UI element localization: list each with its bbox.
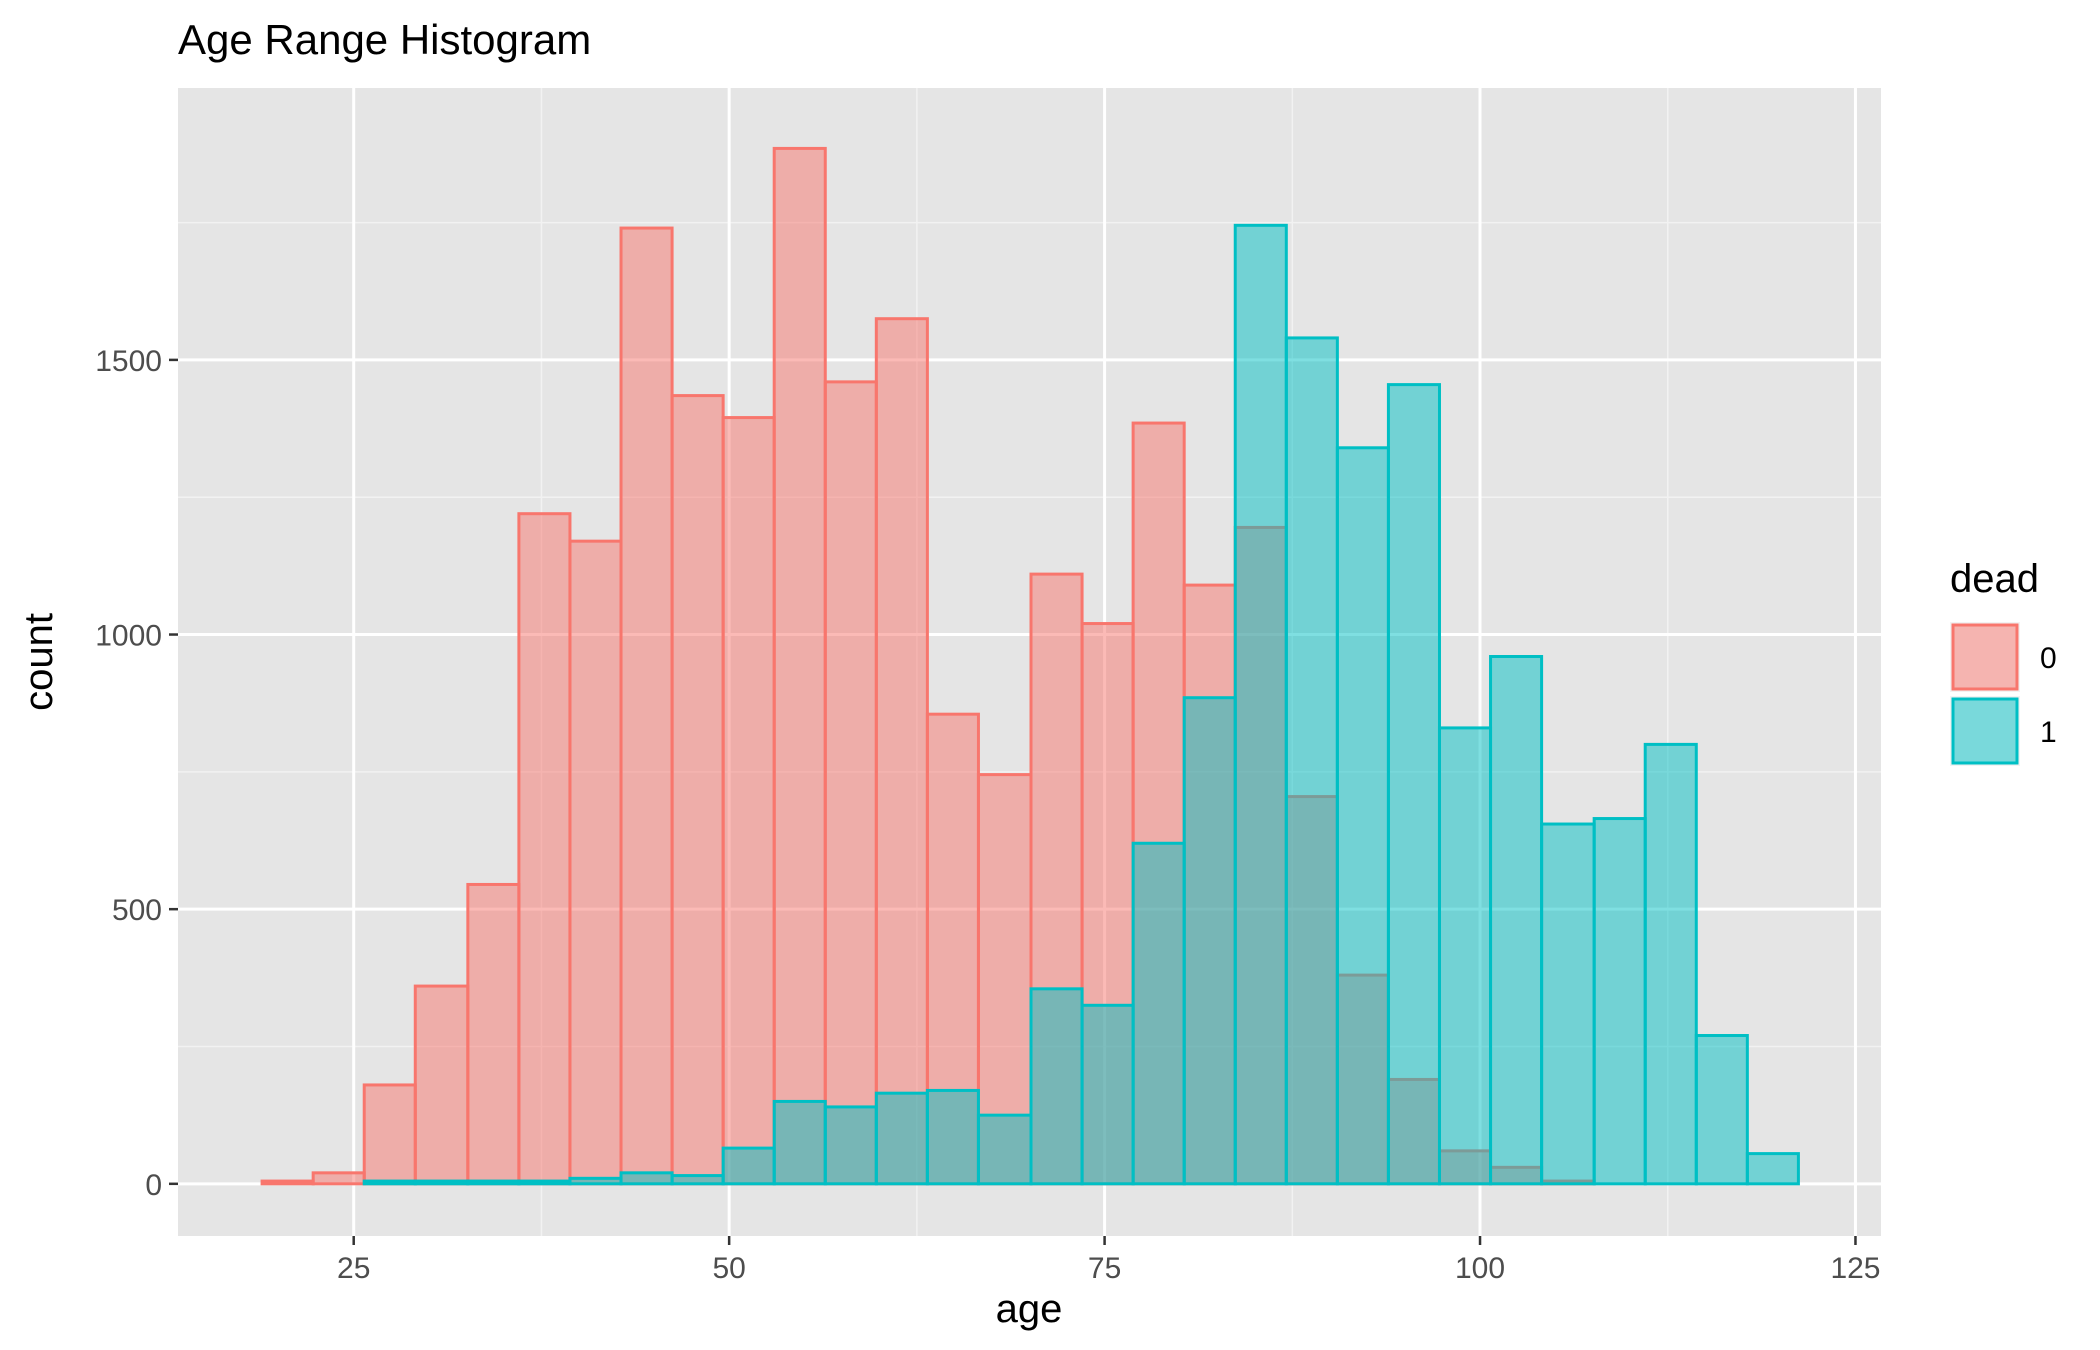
legend-title: dead: [1950, 557, 2039, 601]
bar-series-1-bin-23: [1437, 726, 1493, 1186]
bar-series-1-bin-26: [1592, 817, 1647, 1186]
bar-series-1-bin-14: [976, 1113, 1033, 1186]
bar-series-0-bin-6: [568, 539, 623, 1186]
y-tick-label: 0: [145, 1169, 162, 1202]
x-axis-title: age: [996, 1287, 1063, 1331]
x-tick-label: 75: [1088, 1252, 1121, 1285]
bar-series-1-bin-29: [1745, 1152, 1800, 1186]
bar-series-1-bin-12: [874, 1091, 929, 1186]
bar-series-1-bin-28: [1694, 1034, 1749, 1186]
legend-label-0: 0: [2040, 642, 2057, 675]
bar-series-0-bin-3: [413, 984, 470, 1186]
bar-series-0-bin-11: [823, 380, 878, 1186]
y-axis-title: count: [17, 613, 61, 711]
bar-series-1-bin-9: [721, 1146, 776, 1186]
bar-series-1-bin-19: [1233, 223, 1288, 1186]
bar-series-0-bin-5: [517, 512, 572, 1186]
bar-series-1-bin-11: [823, 1105, 878, 1186]
x-axis: 25 50 75 100 125: [337, 1236, 1881, 1285]
bar-series-0-bin-0: [260, 1179, 315, 1186]
x-tick-label: 50: [712, 1252, 745, 1285]
bar-series-1-bin-18: [1182, 696, 1237, 1186]
bar-series-1-bin-7: [619, 1171, 674, 1186]
bar-series-0-bin-12: [874, 317, 929, 1186]
bar-series-1-bin-10: [772, 1099, 827, 1186]
bar-series-1-bin-8: [670, 1174, 725, 1186]
legend: dead 0 1: [1950, 557, 2057, 766]
bar-series-1-bin-2: [362, 1179, 417, 1186]
y-tick-label: 1500: [95, 345, 162, 378]
bar-series-1-bin-27: [1643, 742, 1698, 1186]
y-axis: 0 500 1000 1500: [95, 345, 178, 1202]
bar-series-1-bin-5: [517, 1179, 572, 1186]
bar-series-1-bin-25: [1540, 822, 1596, 1186]
legend-swatch-0: [1951, 623, 2019, 691]
x-tick-label: 25: [337, 1252, 370, 1285]
x-tick-label: 125: [1830, 1252, 1880, 1285]
legend-label-1: 1: [2040, 716, 2057, 749]
bar-series-1-bin-16: [1080, 1003, 1135, 1186]
bar-series-0-bin-8: [670, 394, 725, 1186]
bar-series-1-bin-24: [1489, 655, 1544, 1186]
bar-series-1-bin-22: [1386, 383, 1441, 1186]
chart-title: Age Range Histogram: [178, 16, 591, 63]
bar-series-1-bin-3: [413, 1179, 470, 1186]
bar-series-0-bin-9: [721, 416, 776, 1186]
x-tick-label: 100: [1455, 1252, 1505, 1285]
bar-series-0-bin-10: [772, 146, 827, 1186]
bar-series-1-bin-21: [1335, 446, 1390, 1186]
bar-series-1-bin-6: [568, 1176, 623, 1186]
bar-series-1-bin-17: [1131, 841, 1186, 1186]
y-tick-label: 500: [112, 894, 162, 927]
bar-series-0-bin-1: [311, 1171, 366, 1186]
bar-series-0-bin-4: [466, 882, 521, 1186]
legend-swatch-1: [1951, 697, 2019, 765]
bar-series-0-bin-2: [362, 1083, 417, 1186]
bar-series-1-bin-4: [466, 1179, 521, 1186]
series-1-bars: [362, 223, 1800, 1186]
bar-series-1-bin-20: [1284, 336, 1339, 1186]
bar-series-1-bin-13: [925, 1088, 980, 1186]
bar-series-1-bin-15: [1029, 987, 1084, 1186]
bar-series-0-bin-7: [619, 226, 674, 1186]
y-tick-label: 1000: [95, 620, 162, 653]
